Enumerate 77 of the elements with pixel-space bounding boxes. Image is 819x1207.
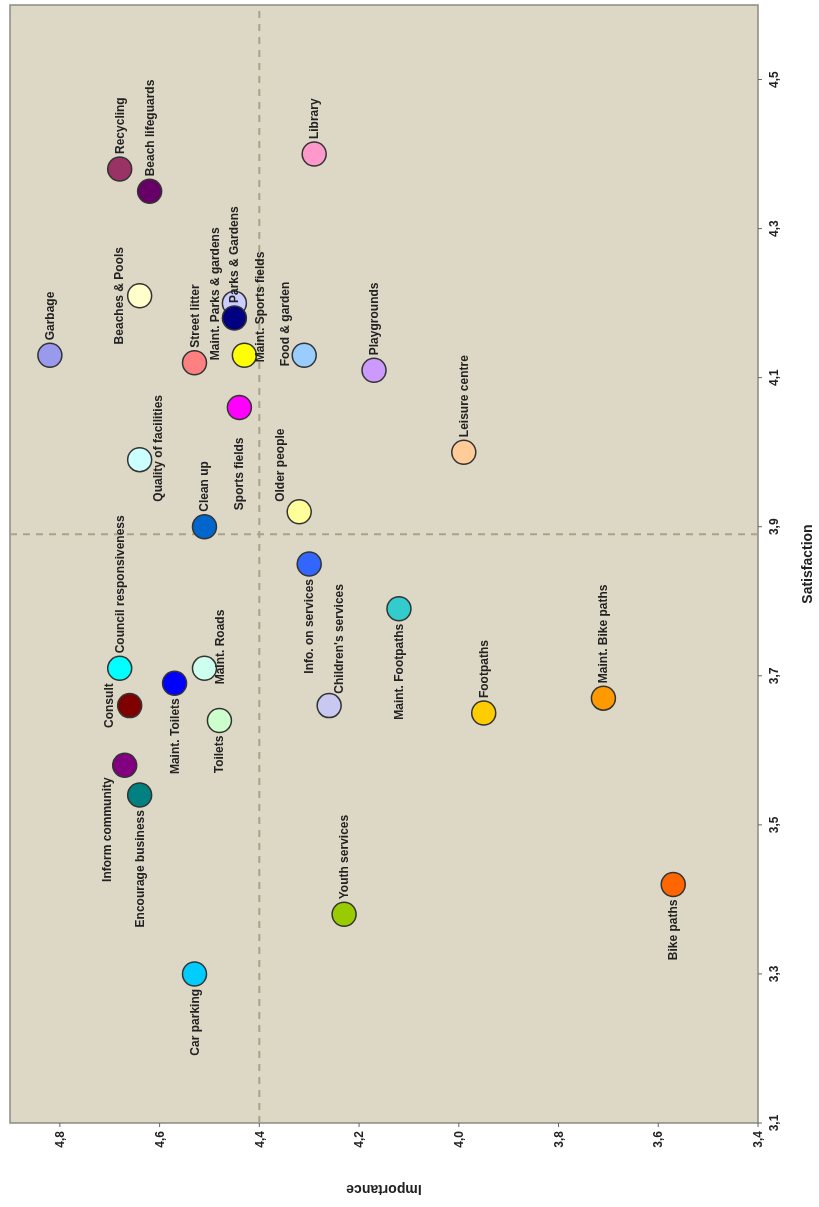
x-tick-label: 4,2	[352, 1130, 367, 1148]
text: Quality of facilities	[150, 394, 165, 502]
point	[161, 670, 188, 696]
point	[590, 685, 617, 711]
point	[221, 305, 248, 331]
text: Council responsiveness	[112, 514, 127, 654]
point	[316, 692, 342, 719]
point	[126, 446, 153, 473]
x-tick-label: 4,6	[152, 1130, 167, 1148]
text: Inform community	[99, 776, 114, 882]
point	[106, 156, 133, 182]
text: Food & garden	[278, 281, 293, 367]
text: Beaches & Pools	[111, 246, 126, 345]
point	[191, 513, 218, 540]
text: Maint. Bike paths	[596, 584, 611, 684]
text: Encourage business	[132, 809, 147, 928]
point	[126, 282, 153, 309]
text: Car parking	[187, 988, 202, 1056]
text: Leisure centre	[456, 354, 471, 438]
text: Clean up	[197, 461, 212, 512]
y-axis-title: Satisfaction	[799, 524, 815, 604]
point	[37, 342, 63, 369]
text: Children's services	[332, 583, 347, 694]
point	[286, 499, 312, 525]
text: Parks & Gardens	[227, 206, 242, 304]
text: Older people	[273, 428, 288, 502]
point	[386, 595, 412, 622]
point	[301, 141, 327, 167]
x-tick-label: 4,8	[53, 1130, 68, 1148]
point	[111, 752, 138, 778]
text: Street litter	[187, 284, 202, 348]
point	[206, 707, 233, 734]
point	[296, 551, 322, 577]
x-tick-label: 3,8	[551, 1130, 566, 1148]
x-tick-label: 3,4	[751, 1130, 766, 1148]
x-axis-title: Importance	[346, 1182, 422, 1198]
text: Youth services	[337, 814, 352, 900]
text: Maint. Parks & gardens	[208, 227, 223, 361]
text: Toilets	[212, 735, 227, 774]
text: Playgrounds	[367, 282, 382, 356]
text: Recycling	[112, 97, 127, 154]
point	[136, 178, 163, 205]
y-tick-label: 3,9	[766, 518, 781, 536]
text: Beach lifeguards	[142, 79, 157, 177]
point	[451, 439, 477, 465]
y-tick-label: 4,5	[766, 70, 781, 88]
point	[331, 901, 357, 928]
point	[181, 350, 208, 376]
point	[126, 782, 153, 808]
y-tick-label: 3,3	[766, 965, 781, 983]
text: Maint. Footpaths	[391, 623, 406, 720]
y-tick-label: 3,1	[766, 1114, 781, 1132]
text: Sports fields	[232, 437, 247, 511]
point	[291, 342, 317, 369]
y-tick-label: 3,5	[766, 816, 781, 834]
point	[116, 692, 143, 719]
point	[470, 700, 497, 726]
point	[181, 961, 208, 987]
point	[226, 394, 253, 421]
text: Footpaths	[476, 639, 491, 699]
point	[361, 357, 387, 383]
y-tick-label: 4,1	[766, 369, 781, 387]
text: Maint. Roads	[213, 609, 228, 685]
x-tick-label: 4,4	[252, 1130, 267, 1148]
text: Bike paths	[666, 899, 681, 961]
text: Maint. Sports fields	[253, 251, 268, 363]
text: Library	[307, 98, 322, 140]
text: Info. on services	[302, 578, 317, 674]
point	[660, 871, 686, 898]
x-tick-label: 3,6	[651, 1130, 666, 1148]
y-tick-label: 3,7	[766, 667, 781, 685]
text: Garbage	[42, 291, 57, 341]
x-tick-label: 4,0	[452, 1130, 466, 1148]
text: Maint. Toilets	[167, 697, 182, 775]
text: Consult	[101, 683, 116, 728]
point	[106, 655, 133, 682]
y-tick-label: 4,3	[766, 219, 781, 237]
